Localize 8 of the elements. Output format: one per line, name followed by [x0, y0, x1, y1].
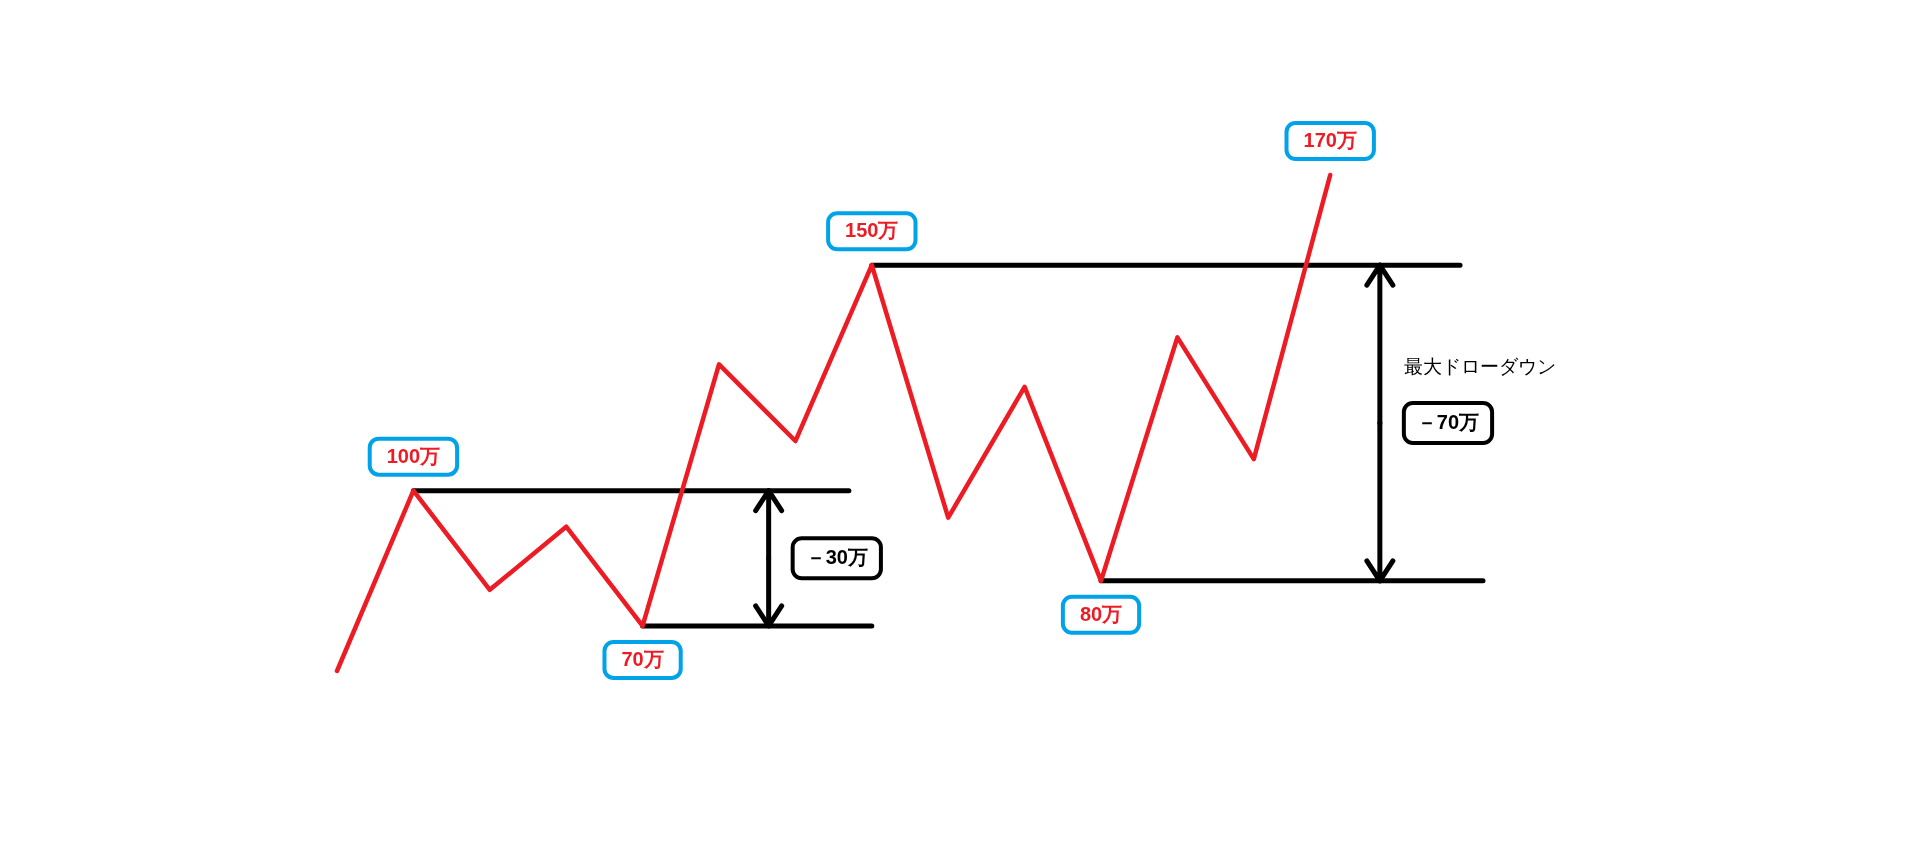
text: －70万	[1416, 411, 1480, 433]
data-label: 80万	[1079, 602, 1123, 625]
data-label: 150万	[845, 219, 899, 242]
text: 最大ドローダウン	[1403, 356, 1556, 377]
annotation: －30万	[805, 546, 868, 569]
data-label: 70万	[621, 647, 664, 670]
data-label: 170万	[1303, 129, 1357, 151]
data-label: 100万	[386, 444, 441, 467]
